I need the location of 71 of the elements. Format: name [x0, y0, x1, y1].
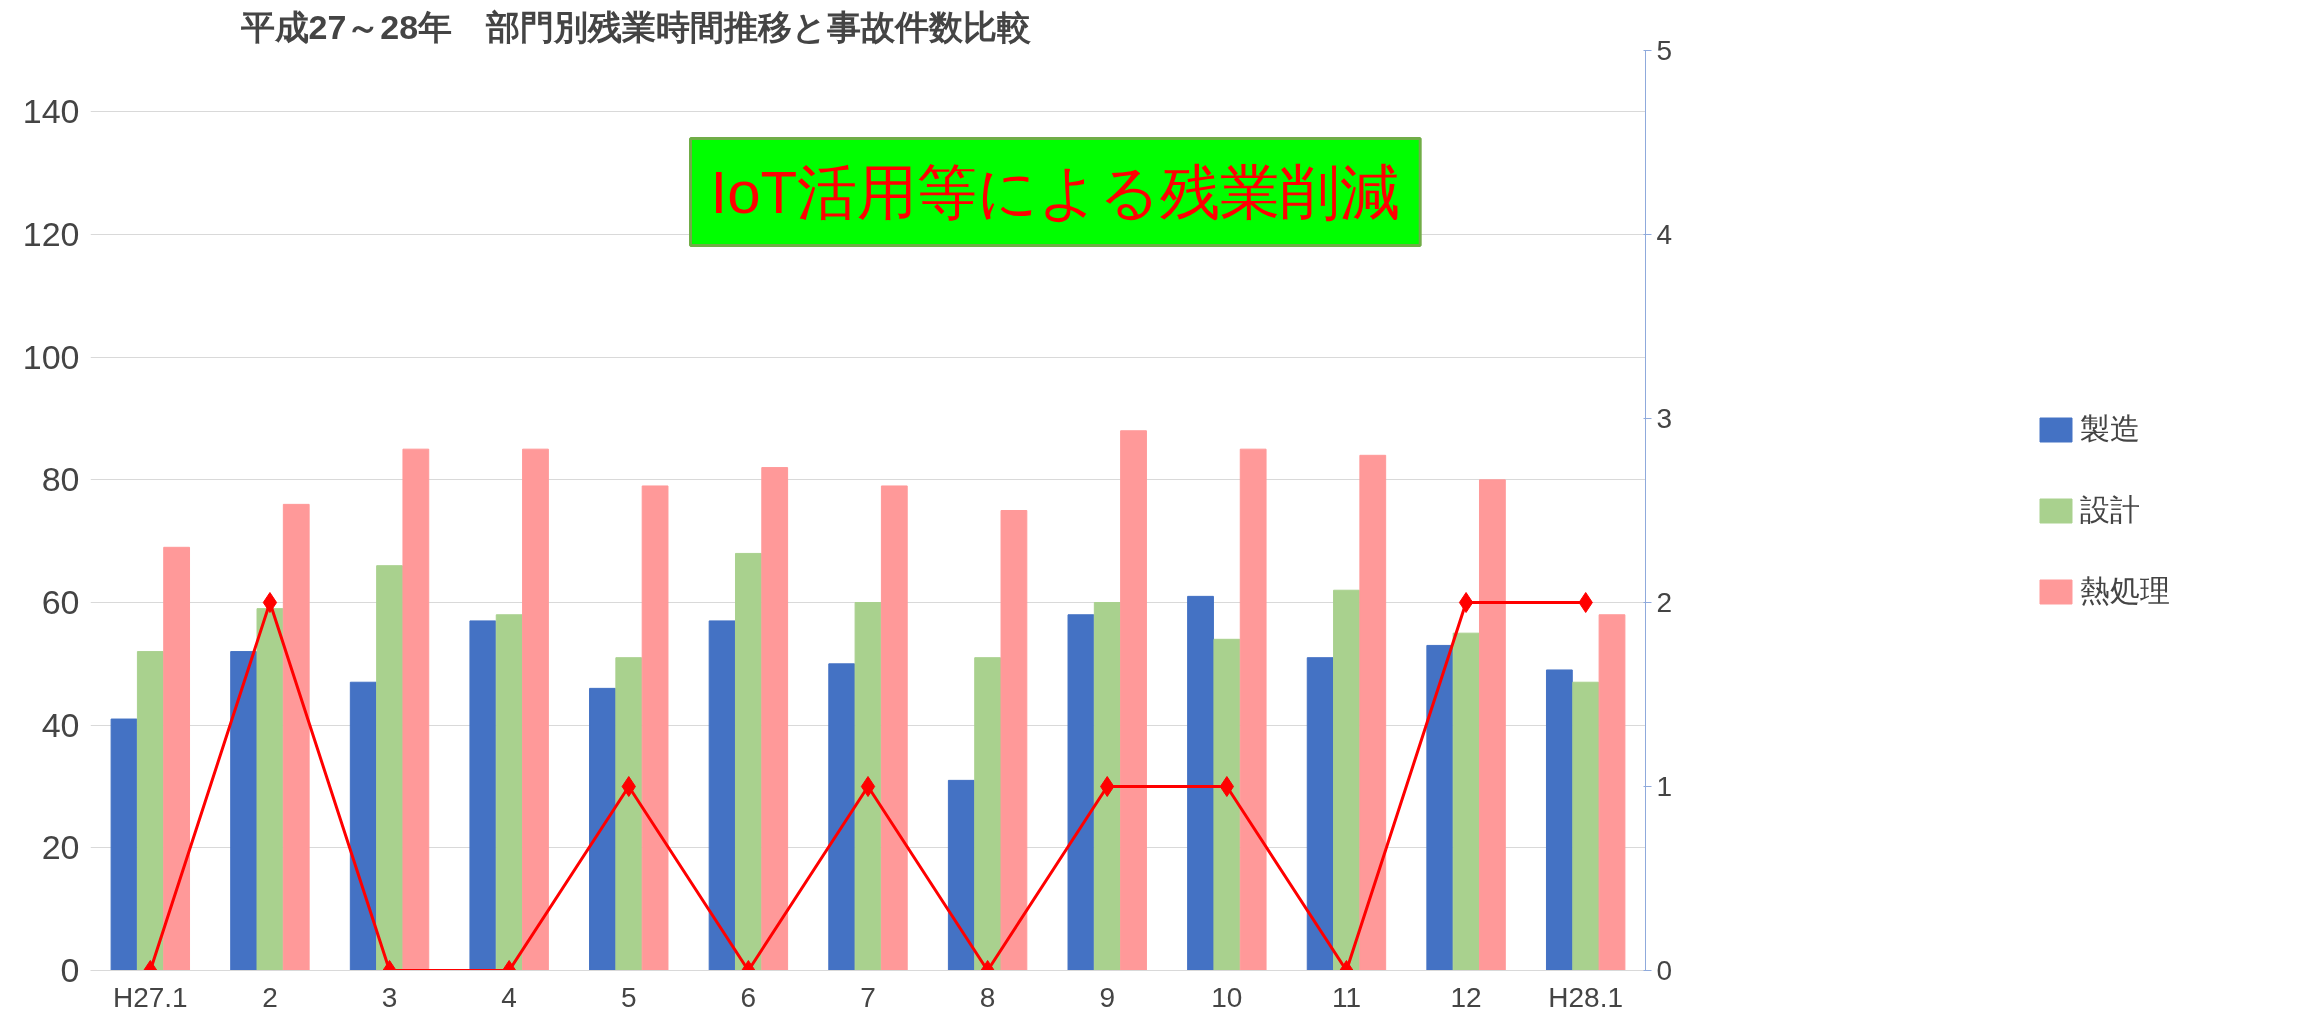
- chart-title: 平成27～28年 部門別残業時間推移と事故件数比較: [239, 7, 1032, 46]
- bar: [880, 485, 908, 971]
- bar: [761, 467, 789, 971]
- bar: [1452, 632, 1480, 971]
- bar: [708, 620, 736, 971]
- x-tick-label: 3: [381, 981, 398, 1013]
- bar: [1213, 638, 1241, 971]
- bar: [282, 503, 310, 971]
- x-tick-label: H28.1: [1548, 981, 1624, 1013]
- x-tick-label: H27.1: [112, 981, 188, 1013]
- legend-label: 設計: [2080, 491, 2140, 528]
- legend-label: 熱処理: [2080, 572, 2170, 609]
- x-tick-label: 4: [501, 981, 517, 1013]
- y2-tick-label: 2: [1656, 587, 1673, 618]
- bar: [376, 565, 403, 971]
- bar: [1000, 510, 1028, 971]
- y-tick-label: 40: [41, 705, 80, 744]
- bar: [828, 663, 856, 971]
- bar: [974, 657, 1002, 971]
- y2-tick-label: 1: [1656, 771, 1673, 802]
- bar: [110, 718, 138, 971]
- bar: [589, 687, 616, 971]
- y-tick-label: 0: [60, 951, 80, 989]
- x-tick-label: 11: [1331, 981, 1362, 1013]
- bar: [163, 546, 191, 971]
- bar: [1187, 595, 1214, 971]
- bar: [1426, 644, 1454, 971]
- y-tick-label: 100: [22, 337, 80, 376]
- x-tick-label: 6: [740, 981, 757, 1013]
- bar: [349, 681, 377, 971]
- bar: [402, 448, 430, 971]
- bar: [495, 614, 523, 971]
- bar: [469, 620, 497, 971]
- bar: [854, 602, 882, 971]
- y2-tick-label: 4: [1656, 219, 1673, 250]
- bar: [1239, 448, 1267, 971]
- bar: [641, 485, 669, 971]
- y-tick-label: 20: [41, 828, 80, 867]
- y-tick-label: 140: [22, 92, 80, 131]
- annotation: IoT活用等による残業削減: [710, 158, 1401, 226]
- x-tick-label: 12: [1450, 981, 1482, 1013]
- bar: [1306, 657, 1334, 971]
- x-tick-label: 10: [1211, 981, 1243, 1013]
- bar: [522, 448, 549, 971]
- bar: [734, 552, 762, 971]
- bar: [256, 608, 284, 971]
- x-tick-label: 5: [620, 981, 637, 1013]
- y2-tick-label: 0: [1656, 955, 1673, 986]
- bar: [947, 779, 975, 971]
- x-tick-label: 9: [1099, 981, 1116, 1013]
- bar: [1067, 614, 1095, 971]
- bar: [1545, 669, 1573, 971]
- x-tick-label: 7: [860, 981, 876, 1013]
- y-tick-label: 120: [22, 215, 80, 253]
- bar: [1359, 454, 1387, 971]
- y2-tick-label: 5: [1656, 35, 1673, 66]
- bar: [1333, 589, 1360, 971]
- bar: [1598, 614, 1626, 971]
- bar: [1479, 479, 1506, 971]
- y2-tick-label: 3: [1656, 403, 1673, 434]
- bar: [1572, 681, 1600, 971]
- bar: [1093, 602, 1121, 971]
- bar: [136, 651, 164, 971]
- bar: [230, 651, 257, 971]
- bar: [615, 657, 643, 971]
- legend-label: 製造: [2080, 410, 2140, 447]
- bar: [1120, 430, 1147, 971]
- y-tick-label: 80: [41, 460, 80, 499]
- y-tick-label: 60: [41, 583, 80, 621]
- x-tick-label: 2: [262, 981, 278, 1013]
- x-tick-label: 8: [979, 981, 996, 1013]
